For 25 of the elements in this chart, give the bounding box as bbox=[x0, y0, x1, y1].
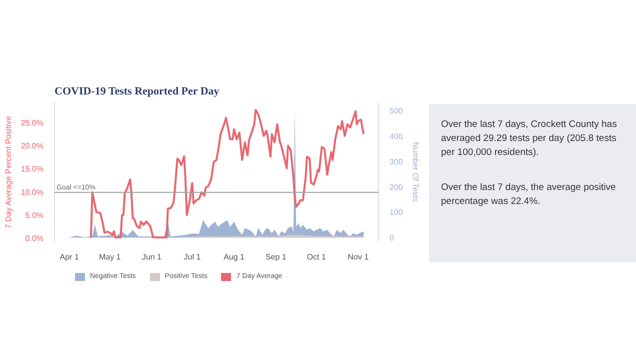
x-tick-label: Apr 1 bbox=[60, 252, 80, 262]
y-tick-label: 5.0% bbox=[25, 211, 44, 220]
text: Over the last 7 days, Crockett County has averaged 29.29 tests per day (205.8 tests per 100,000 residents). bbox=[441, 118, 618, 160]
y2-axis-title: Number Of Tests bbox=[410, 142, 420, 202]
y2-tick-label: 500 bbox=[390, 106, 404, 116]
x-tick-label: May 1 bbox=[98, 252, 122, 262]
y-tick-label: 10.0% bbox=[20, 188, 44, 197]
y2-tick-label: 300 bbox=[390, 157, 404, 166]
x-tick-label: Jul 1 bbox=[184, 252, 202, 262]
y-tick-label: 25.0% bbox=[20, 118, 44, 128]
y2-tick-label: 400 bbox=[390, 132, 404, 141]
text: Over the last 7 days, the average positive percentage was 22.4%. bbox=[441, 181, 617, 209]
y2-tick-label: 100 bbox=[390, 208, 404, 218]
x-tick-label: Oct 1 bbox=[306, 252, 327, 262]
y2-tick-label: 200 bbox=[390, 182, 404, 192]
y-axis-title: 7 Day Average Percent Positive bbox=[4, 115, 13, 228]
y-tick-label: 20.0% bbox=[20, 142, 44, 151]
y2-tick-label: 0 bbox=[390, 234, 394, 243]
x-tick-label: Aug 1 bbox=[224, 252, 246, 262]
y-tick-label: 15.0% bbox=[20, 164, 44, 174]
x-tick-label: Jun 1 bbox=[142, 252, 162, 262]
y-tick-label: 0.0% bbox=[25, 234, 44, 244]
chart-title: COVID-19 Tests Reported Per Day bbox=[54, 86, 220, 98]
x-tick-label: Sep 1 bbox=[265, 252, 287, 262]
x-tick-label: Nov 1 bbox=[348, 252, 370, 262]
